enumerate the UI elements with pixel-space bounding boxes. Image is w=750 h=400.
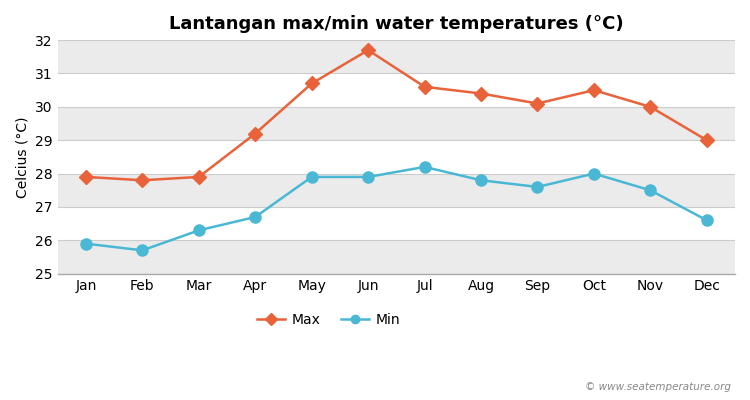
- Max: [590, 88, 598, 92]
- Max: [82, 174, 91, 179]
- Max: [476, 91, 485, 96]
- Bar: [58, 140, 735, 174]
- Min: [308, 174, 316, 179]
- Min: [533, 184, 542, 189]
- Max: [533, 101, 542, 106]
- Bar: [58, 40, 735, 74]
- Legend: Max, Min: Max, Min: [251, 307, 406, 332]
- Min: [364, 174, 373, 179]
- Min: [476, 178, 485, 183]
- Max: [420, 84, 429, 89]
- Bar: [58, 107, 735, 140]
- Min: [420, 164, 429, 169]
- Min: [646, 188, 655, 193]
- Max: [138, 178, 147, 183]
- Max: [364, 48, 373, 52]
- Min: [590, 171, 598, 176]
- Line: Max: Max: [81, 45, 712, 185]
- Min: [702, 218, 711, 223]
- Min: [251, 214, 260, 219]
- Min: [138, 248, 147, 253]
- Bar: [58, 240, 735, 274]
- Max: [646, 104, 655, 109]
- Line: Min: Min: [80, 161, 712, 256]
- Min: [194, 228, 203, 233]
- Max: [194, 174, 203, 179]
- Max: [251, 131, 260, 136]
- Bar: [58, 74, 735, 107]
- Y-axis label: Celcius (°C): Celcius (°C): [15, 116, 29, 198]
- Max: [702, 138, 711, 143]
- Bar: [58, 174, 735, 207]
- Bar: [58, 207, 735, 240]
- Max: [308, 81, 316, 86]
- Min: [82, 241, 91, 246]
- Title: Lantangan max/min water temperatures (°C): Lantangan max/min water temperatures (°C…: [169, 15, 624, 33]
- Text: © www.seatemperature.org: © www.seatemperature.org: [585, 382, 731, 392]
